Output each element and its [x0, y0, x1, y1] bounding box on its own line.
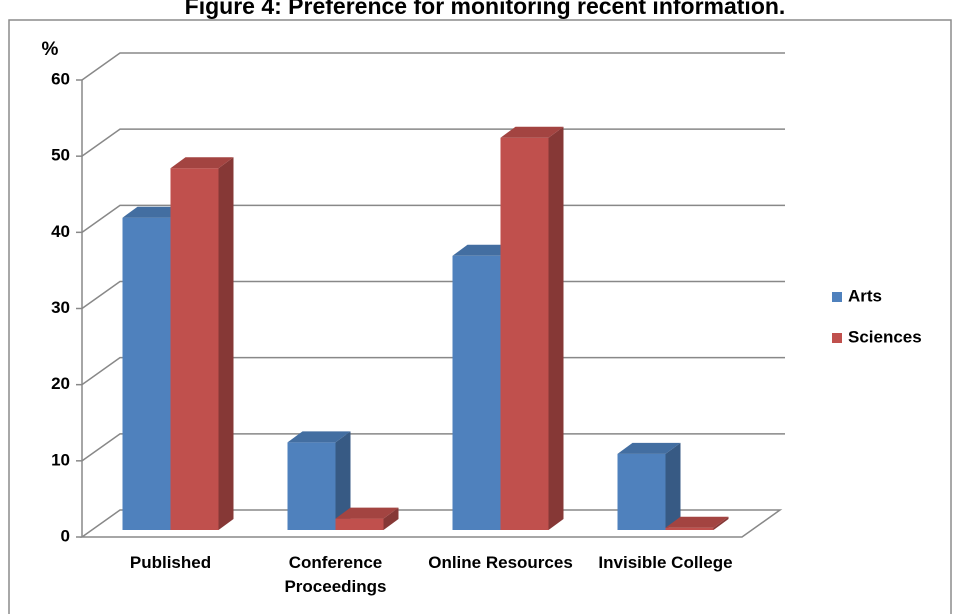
y-axis-label: %: [42, 39, 59, 60]
bar-side: [713, 516, 729, 530]
bar: [617, 453, 666, 530]
bar-top: [335, 507, 399, 519]
bar: [122, 217, 171, 530]
legend-swatch: [832, 333, 842, 343]
bar: [170, 168, 219, 531]
legend-label: Arts: [848, 286, 882, 305]
bar: [335, 518, 384, 530]
x-tick-label: Conference Proceedings: [284, 553, 387, 596]
y-tick-label: 60: [51, 69, 70, 88]
bar: [500, 137, 549, 530]
y-tick-label: 0: [61, 526, 70, 545]
bar: [287, 442, 336, 530]
y-tick-label: 50: [51, 146, 70, 165]
x-tick-label: Online Resources: [428, 553, 573, 572]
bar-side: [335, 431, 351, 530]
y-tick-label: 20: [51, 374, 70, 393]
bar-top: [287, 431, 351, 443]
bar: [452, 255, 501, 531]
grid-line: [81, 52, 785, 81]
chart-title: Figure 4: Preference for monitoring rece…: [185, 0, 786, 19]
bar-top: [665, 516, 729, 528]
y-tick-label: 10: [51, 450, 70, 469]
bar-top: [617, 442, 681, 454]
bar-side: [218, 157, 234, 531]
bar-side: [548, 126, 564, 530]
bar-top: [452, 244, 516, 256]
y-tick-label: 30: [51, 298, 70, 317]
bar: [665, 527, 714, 530]
y-tick-label: 40: [51, 222, 70, 241]
floor: [79, 509, 783, 538]
legend-swatch: [832, 292, 842, 302]
bar-top: [500, 126, 564, 138]
x-tick-label: Invisible College: [598, 553, 733, 572]
legend-label: Sciences: [848, 327, 922, 346]
x-tick-label: Published: [129, 553, 212, 572]
bar-top: [170, 157, 234, 169]
bar-top: [122, 206, 186, 218]
bar-side: [383, 507, 399, 530]
bar-side: [665, 442, 681, 530]
